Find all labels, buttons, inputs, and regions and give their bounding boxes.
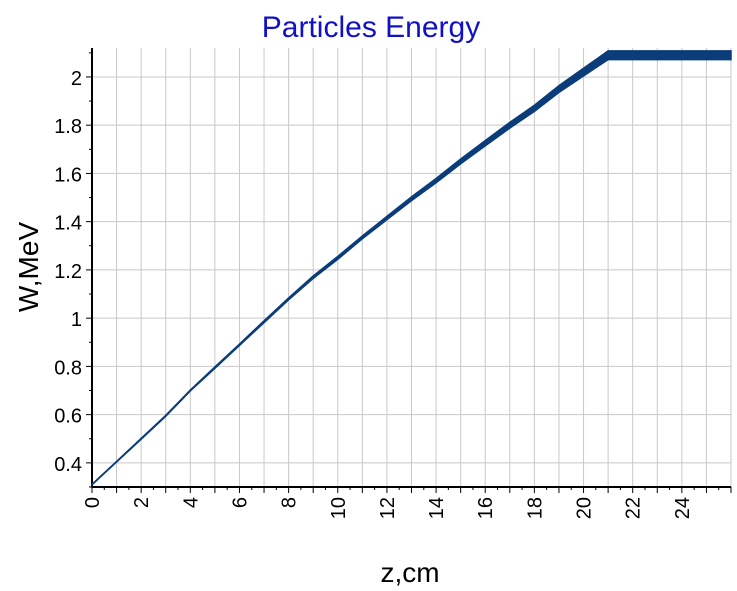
data-point xyxy=(484,142,486,144)
data-point xyxy=(533,107,536,109)
x-tick-label: 10 xyxy=(328,497,350,519)
data-point xyxy=(116,461,118,463)
data-point xyxy=(607,54,609,56)
data-point xyxy=(386,217,388,219)
data-point xyxy=(214,367,216,369)
x-tick-label: 0 xyxy=(82,497,104,508)
x-tick-label: 18 xyxy=(524,497,546,519)
series-band-0 xyxy=(91,50,732,487)
data-point xyxy=(460,160,462,162)
data-point xyxy=(140,438,142,440)
x-tick-label: 2 xyxy=(131,497,153,508)
x-tick-label: 12 xyxy=(377,497,399,519)
x-tick-label: 8 xyxy=(279,497,301,508)
data-point xyxy=(558,88,560,90)
y-tick-label: 0.4 xyxy=(54,454,82,476)
data-point xyxy=(656,54,658,56)
y-tick-label: 1.4 xyxy=(54,213,82,235)
y-tick-label: 2 xyxy=(71,68,82,90)
data-point xyxy=(337,257,339,259)
y-tick-label: 1.2 xyxy=(54,261,82,283)
data-point xyxy=(238,344,241,346)
x-tick-label: 16 xyxy=(475,497,497,519)
data-point xyxy=(189,389,191,392)
data-point xyxy=(312,276,314,278)
y-tick-label: 1.8 xyxy=(54,116,82,138)
y-axis-label: W,MeV xyxy=(13,222,44,313)
y-tick-label: 1 xyxy=(71,309,82,331)
y-tick-label: 0.6 xyxy=(54,406,82,428)
grid xyxy=(91,48,732,487)
data-point xyxy=(509,124,511,126)
data-point xyxy=(632,54,634,56)
tick-labels: 0.40.60.811.21.41.61.820 2 4 6 8 10 12 14 16 18 20… xyxy=(54,68,694,519)
x-tick-label: 14 xyxy=(426,497,448,519)
data-point xyxy=(705,54,708,56)
data-point xyxy=(730,54,732,56)
x-axis-label: z,cm xyxy=(380,557,439,588)
data-point xyxy=(435,180,437,182)
data-point xyxy=(410,198,413,200)
x-tick-label: 22 xyxy=(623,497,645,519)
series-line-0 xyxy=(91,54,731,486)
series-layer xyxy=(91,50,732,487)
x-tick-label: 20 xyxy=(574,497,596,519)
axes xyxy=(86,48,732,493)
x-tick-label: 6 xyxy=(229,497,251,508)
data-point xyxy=(165,415,167,417)
y-tick-label: 1.6 xyxy=(54,164,82,186)
chart-title: Particles Energy xyxy=(262,11,480,44)
data-point xyxy=(595,63,597,65)
data-point xyxy=(263,321,265,323)
y-tick-label: 0.8 xyxy=(54,357,82,379)
x-tick-label: 4 xyxy=(180,497,202,508)
data-point xyxy=(582,71,585,73)
data-point xyxy=(681,54,683,56)
data-point xyxy=(361,236,363,238)
data-point xyxy=(91,484,93,486)
x-tick-label: 24 xyxy=(672,497,694,519)
data-point xyxy=(288,298,290,300)
